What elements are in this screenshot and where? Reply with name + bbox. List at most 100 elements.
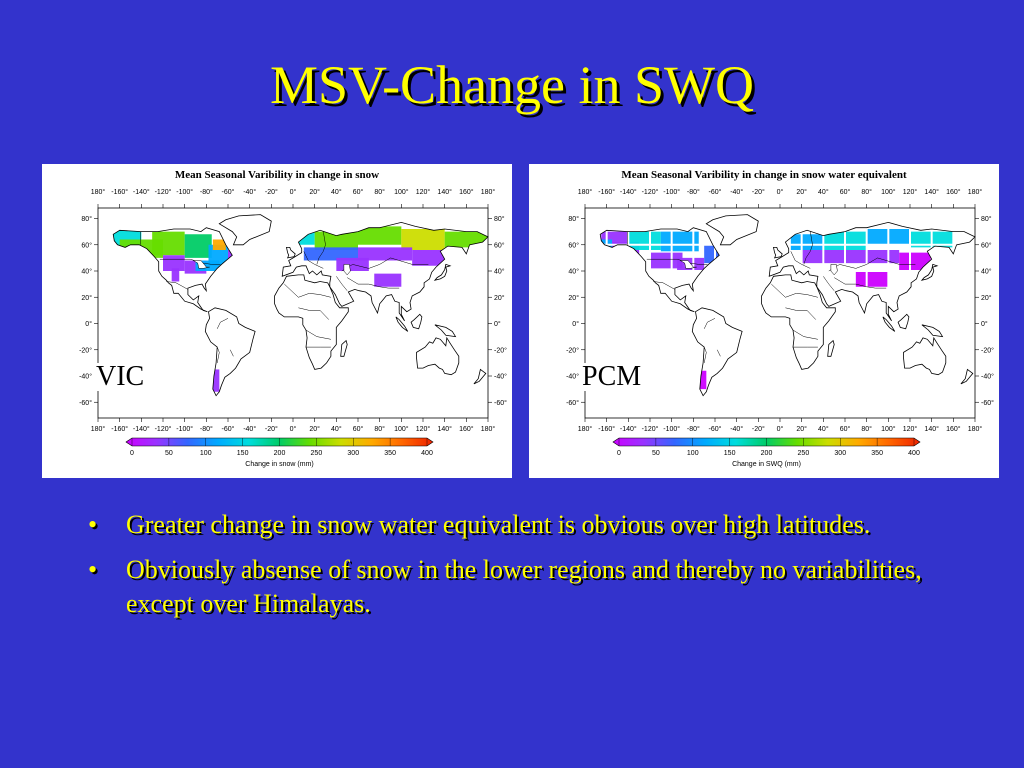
country-border	[284, 283, 331, 298]
colorbar-title: Change in SWQ (mm)	[732, 461, 801, 468]
lake	[343, 264, 351, 276]
lon-tick-label-top: 100°	[881, 188, 896, 196]
lon-tick-label-bottom: 20°	[796, 425, 807, 433]
country-border	[336, 276, 348, 291]
country-border	[303, 251, 324, 269]
lat-tick-label-left: 60°	[81, 241, 92, 249]
bullet-list: • Greater change in snow water equivalen…	[88, 508, 948, 632]
country-border	[828, 257, 916, 272]
lon-tick-label-top: -80°	[687, 188, 700, 196]
colorbar: 0 50 100 150 200 250 300 350 400 Change in snow (…	[125, 437, 434, 468]
coastline	[286, 247, 296, 259]
lon-tick-label-top: 140°	[437, 188, 452, 196]
lat-tick-label-left: -20°	[79, 346, 92, 354]
lat-tick-label-left: -60°	[566, 399, 579, 407]
lon-tick-label-top: -20°	[752, 188, 765, 196]
lon-tick-label-top: 20°	[796, 188, 807, 196]
snow-patch	[184, 234, 212, 258]
lon-tick-label-bottom: -20°	[265, 425, 278, 433]
lon-tick-label-top: 180°	[481, 188, 496, 196]
lat-tick-label-left: 0°	[572, 320, 579, 328]
lon-tick-label-top: 120°	[903, 188, 918, 196]
lon-tick-label-bottom: -60°	[709, 425, 722, 433]
coastline	[274, 274, 349, 370]
colorbar-tick-label: 0	[130, 450, 134, 457]
lat-tick-label-left: -60°	[79, 399, 92, 407]
coastline	[599, 227, 720, 313]
lon-tick-label-bottom: -100°	[176, 425, 193, 433]
snow-patch	[650, 252, 683, 269]
lon-tick-label-bottom: 180°	[968, 425, 983, 433]
lon-tick-label-bottom: 180°	[578, 425, 593, 433]
coastline	[395, 316, 409, 332]
lon-tick-label-top: -60°	[222, 188, 235, 196]
coastline	[960, 368, 974, 385]
lat-tick-label-right: -20°	[981, 346, 994, 354]
colorbar-tick-label: 50	[165, 450, 173, 457]
coastline	[218, 214, 272, 246]
colorbar-tick-label: 200	[761, 450, 773, 457]
lon-tick-label-bottom: -160°	[111, 425, 128, 433]
lon-tick-label-bottom: 140°	[924, 425, 939, 433]
bullet-text: Obviously absense of snow in the lower r…	[126, 555, 922, 618]
country-border	[703, 318, 716, 329]
lon-tick-label-bottom: 120°	[416, 425, 431, 433]
lon-tick-label-top: 140°	[924, 188, 939, 196]
lon-tick-label-top: 180°	[968, 188, 983, 196]
slide-title: MSV-Change in SWQ	[269, 55, 755, 115]
country-border	[703, 347, 707, 363]
snow-patch	[211, 369, 220, 392]
snow-patch	[412, 250, 445, 266]
colorbar-tick-label: 100	[200, 450, 212, 457]
country-border	[834, 277, 887, 289]
lon-tick-label-top: -80°	[200, 188, 213, 196]
lon-tick-label-bottom: 60°	[353, 425, 364, 433]
lon-tick-label-top: -160°	[111, 188, 128, 196]
colorbar-tick-label: 150	[724, 450, 736, 457]
snow-patch	[401, 229, 445, 250]
snow-patch	[212, 239, 226, 250]
colorbar-tick-label: 0	[617, 450, 621, 457]
lat-tick-label-right: 0°	[494, 320, 501, 328]
snow-patch	[845, 250, 900, 264]
lon-tick-label-bottom: -80°	[200, 425, 213, 433]
lon-tick-label-top: -160°	[598, 188, 615, 196]
lat-tick-label-left: 0°	[85, 320, 92, 328]
colorbar-tick-label: 300	[834, 450, 846, 457]
lon-tick-label-bottom: 100°	[394, 425, 409, 433]
snow-patch	[855, 271, 889, 287]
country-border	[653, 281, 676, 290]
colorbar-tick-label: 150	[237, 450, 249, 457]
lon-tick-label-bottom: -120°	[642, 425, 659, 433]
lon-tick-label-bottom: -160°	[598, 425, 615, 433]
lon-tick-label-top: 180°	[91, 188, 106, 196]
snow-patch	[195, 260, 220, 271]
lat-tick-label-right: 40°	[981, 268, 992, 276]
lon-tick-label-bottom: 80°	[374, 425, 385, 433]
lon-tick-label-bottom: 80°	[861, 425, 872, 433]
colorbar-tick-label: 50	[652, 450, 660, 457]
lon-tick-label-top: 60°	[353, 188, 364, 196]
colorbar-tick-label: 350	[871, 450, 883, 457]
lon-tick-label-top: -120°	[155, 188, 172, 196]
bullet-dot-icon: •	[88, 555, 98, 584]
lon-tick-label-top: 20°	[309, 188, 320, 196]
lat-tick-label-left: 80°	[81, 215, 92, 223]
snow-patch	[358, 247, 413, 261]
snow-patch	[303, 247, 358, 261]
lat-tick-label-right: -60°	[981, 399, 994, 407]
coastline	[691, 307, 743, 397]
lon-tick-label-top: -20°	[265, 188, 278, 196]
country-border	[341, 257, 429, 272]
lon-tick-label-top: 180°	[578, 188, 593, 196]
lat-tick-label-right: 0°	[981, 320, 988, 328]
snow-patch	[152, 231, 185, 256]
lon-tick-label-bottom: 160°	[459, 425, 474, 433]
map-figure: 180° 180° -160° -160° -140° -140° -120° -120° -1…	[566, 188, 994, 468]
lon-tick-label-bottom: 60°	[840, 425, 851, 433]
lon-tick-label-bottom: 20°	[309, 425, 320, 433]
lat-tick-label-right: -40°	[981, 373, 994, 381]
coastline	[882, 316, 896, 332]
lat-tick-label-right: 80°	[494, 215, 505, 223]
lon-tick-label-top: 160°	[946, 188, 961, 196]
